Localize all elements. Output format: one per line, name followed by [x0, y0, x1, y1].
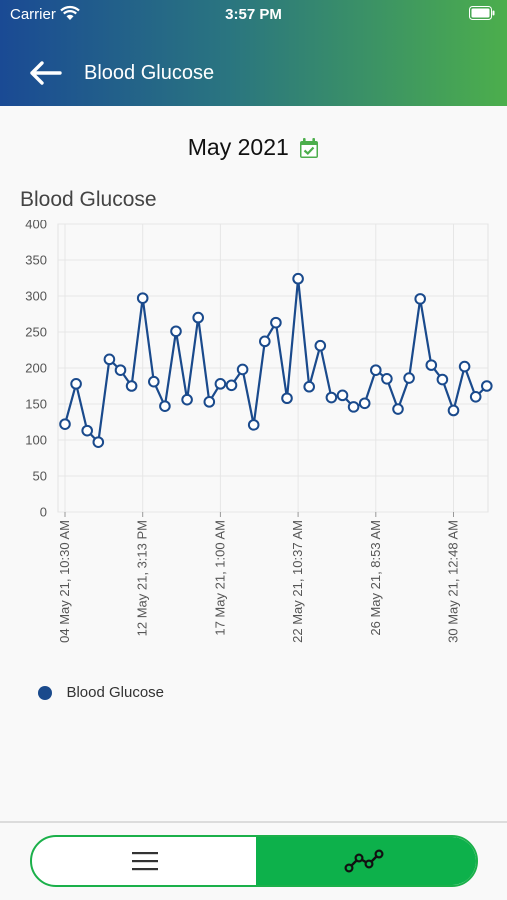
month-picker[interactable]: May 2021 [0, 134, 507, 164]
legend-marker [38, 685, 52, 700]
month-label[interactable]: May 2021 [187, 134, 289, 160]
data-point [170, 325, 182, 338]
data-point [370, 364, 382, 376]
x-tick-label: 26 May 21, 8:53 AM [368, 520, 383, 636]
data-point [458, 360, 471, 373]
data-point [292, 272, 304, 285]
x-axis-ticks: 04 May 21, 10:30 AM 12 May 21, 3:13 PM 17 … [57, 520, 461, 643]
data-point [247, 419, 260, 431]
x-tick-label: 04 May 21, 10:30 AM [57, 520, 72, 643]
data-point [214, 378, 227, 390]
data-point [181, 393, 193, 406]
chart-grid [57, 223, 489, 517]
data-point [425, 359, 438, 371]
view-toggle [30, 835, 478, 887]
status-time: 3:57 PM [225, 6, 282, 23]
legend-label: Blood Glucose [66, 684, 165, 702]
chart-legend: Blood Glucose [38, 684, 164, 704]
data-point [392, 403, 404, 415]
data-point [125, 380, 138, 392]
x-tick-label: 22 May 21, 10:37 AM [290, 520, 305, 643]
header-title: Blood Glucose [84, 62, 215, 84]
chart-view-button[interactable] [256, 837, 476, 885]
y-tick-label: 150 [25, 397, 47, 412]
status-bar: Carrier 3:57 PM [0, 0, 507, 30]
x-tick-label: 30 May 21, 12:48 AM [446, 520, 461, 643]
y-tick-label: 100 [25, 433, 47, 448]
data-point [103, 353, 116, 366]
y-tick-label: 0 [40, 505, 47, 520]
y-tick-label: 400 [25, 220, 47, 232]
data-point [203, 396, 216, 408]
carrier-label: Carrier [10, 6, 56, 23]
data-point [114, 364, 127, 376]
wifi-icon [60, 5, 80, 20]
data-point [358, 397, 371, 410]
x-tick-label: 12 May 21, 3:13 PM [135, 520, 150, 636]
data-point [59, 418, 71, 430]
data-point [469, 391, 482, 403]
bottom-divider [0, 821, 507, 823]
y-tick-label: 200 [25, 361, 47, 376]
data-point [70, 378, 82, 390]
data-point [159, 400, 171, 412]
y-tick-label: 300 [25, 289, 47, 304]
trend-line-icon [344, 849, 384, 873]
data-point [303, 380, 316, 393]
data-point [236, 363, 249, 376]
data-point [336, 389, 349, 402]
data-point [314, 339, 327, 352]
y-tick-label: 350 [25, 253, 47, 268]
data-point [136, 292, 149, 304]
data-point [347, 401, 360, 413]
data-point [481, 380, 493, 392]
data-point [447, 404, 460, 417]
calendar-check-icon[interactable] [299, 137, 319, 159]
data-point [414, 293, 427, 305]
data-point [381, 373, 393, 385]
data-point [281, 392, 293, 405]
data-point [259, 335, 271, 348]
y-axis-ticks: 0 50 100 150 200 250 300 350 400 [25, 220, 47, 520]
y-tick-label: 50 [33, 469, 47, 484]
data-point [81, 424, 93, 437]
list-icon [132, 852, 158, 871]
data-point [325, 391, 338, 404]
arrow-left-icon[interactable] [28, 60, 62, 86]
x-tick-label: 17 May 21, 1:00 AM [212, 520, 227, 636]
list-view-button[interactable] [32, 837, 256, 885]
data-point [270, 316, 282, 329]
data-point [192, 311, 204, 324]
data-point [436, 373, 449, 386]
data-point [225, 379, 238, 392]
battery-icon [469, 6, 495, 20]
data-point [92, 436, 105, 448]
glucose-line-chart: 0 50 100 150 200 250 300 350 400 04 May 21, 10:3… [25, 220, 493, 643]
data-point [403, 372, 415, 384]
y-tick-label: 250 [25, 325, 47, 340]
data-point [148, 375, 160, 388]
series-points [59, 272, 493, 448]
app-header: Carrier 3:57 PM Blood Glucose [0, 0, 507, 106]
chart-title: Blood Glucose [20, 188, 157, 211]
